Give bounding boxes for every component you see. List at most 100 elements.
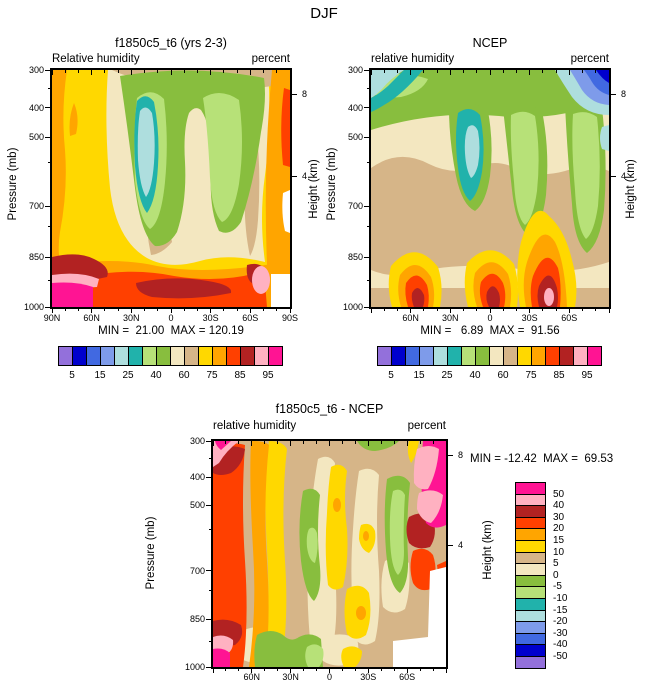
colorbar-cell bbox=[531, 346, 546, 366]
x-tick bbox=[436, 70, 438, 73]
x-tick bbox=[582, 307, 584, 311]
x-tick bbox=[223, 307, 225, 311]
x-tick bbox=[264, 441, 266, 444]
x-tick bbox=[170, 70, 172, 75]
x-tick-label: 30N bbox=[442, 313, 459, 323]
colorbar-label: 75 bbox=[525, 370, 537, 381]
x-tick bbox=[449, 307, 451, 313]
y-tick bbox=[364, 256, 370, 258]
x-tick-label: 60S bbox=[242, 313, 259, 323]
panel-diff-units-label: percent bbox=[407, 420, 446, 432]
x-tick-label: 90N bbox=[43, 313, 61, 323]
colorbar-cell bbox=[226, 346, 241, 366]
colorbar-label: 15 bbox=[413, 370, 425, 381]
height-tick-label: 8 bbox=[458, 449, 464, 460]
panel-ncep-minmax: MIN = 6.89 MAX = 91.56 bbox=[420, 325, 560, 337]
panel-diff-y-axis-label: Pressure (mb) bbox=[145, 516, 157, 590]
colorbar-cell bbox=[184, 346, 199, 366]
colorbar-cell bbox=[100, 346, 115, 366]
diff-colorbar bbox=[515, 482, 546, 669]
x-tick bbox=[502, 307, 504, 311]
x-tick bbox=[91, 70, 93, 75]
x-tick bbox=[555, 70, 557, 73]
x-tick bbox=[238, 667, 240, 671]
panel-diff-title: f1850c5_t6 - NCEP bbox=[275, 402, 384, 416]
y-minor-tick bbox=[367, 226, 370, 228]
panel-ncep-units-label: percent bbox=[570, 53, 609, 65]
colorbar-label: 10 bbox=[553, 546, 565, 558]
x-tick-label: 90S bbox=[281, 313, 298, 323]
y-tick bbox=[364, 107, 370, 109]
colorbar-cell bbox=[72, 346, 87, 366]
panel-ncep-subtitle: relative humidity percent bbox=[371, 53, 609, 65]
x-tick bbox=[354, 441, 356, 444]
x-tick-label: 0 bbox=[326, 672, 332, 682]
colorbar-cell bbox=[573, 346, 588, 366]
y-minor-tick bbox=[48, 162, 51, 164]
panel-model-subtitle: Relative humidity percent bbox=[52, 53, 290, 65]
y-tick-label: 700 bbox=[28, 201, 44, 211]
colorbar-label: -40 bbox=[553, 639, 568, 651]
y-tick bbox=[364, 205, 370, 207]
y-tick bbox=[45, 107, 51, 109]
x-tick bbox=[290, 667, 292, 673]
x-tick-label: 60N bbox=[243, 672, 261, 682]
x-tick-label: 60S bbox=[399, 672, 416, 682]
y-tick-label: 850 bbox=[28, 252, 44, 262]
x-tick bbox=[249, 307, 251, 313]
colorbar-cell bbox=[515, 655, 546, 669]
y-tick-label: 500 bbox=[347, 132, 363, 143]
colorbar-label: 15 bbox=[553, 535, 565, 546]
y-minor-tick bbox=[209, 457, 212, 459]
colorbar-label: 40 bbox=[150, 370, 162, 381]
x-tick-label: 30N bbox=[282, 672, 299, 682]
height-tick bbox=[611, 94, 616, 96]
panel-model-units-label: percent bbox=[251, 53, 290, 65]
x-tick bbox=[445, 667, 447, 673]
colorbar-label: 40 bbox=[469, 370, 481, 381]
panel-model-variable-label: Relative humidity bbox=[52, 53, 140, 65]
x-tick bbox=[183, 70, 185, 73]
colorbar-label: -5 bbox=[553, 581, 562, 593]
y-tick-label: 1000 bbox=[23, 302, 44, 312]
x-tick bbox=[354, 667, 356, 671]
colorbar-cell bbox=[391, 346, 406, 366]
x-tick bbox=[236, 307, 238, 311]
x-tick bbox=[251, 667, 253, 673]
x-tick-label: 30S bbox=[521, 313, 538, 323]
height-tick-label: 4 bbox=[302, 171, 308, 182]
x-tick bbox=[367, 667, 369, 673]
x-tick bbox=[223, 70, 225, 73]
y-minor-tick bbox=[209, 529, 212, 531]
x-tick bbox=[276, 307, 278, 311]
x-tick bbox=[608, 307, 610, 313]
x-tick bbox=[410, 307, 412, 313]
x-tick bbox=[380, 441, 382, 444]
x-tick bbox=[529, 70, 531, 75]
x-tick bbox=[432, 667, 434, 671]
y-tick bbox=[364, 136, 370, 138]
colorbar-label: 95 bbox=[581, 370, 593, 381]
x-tick bbox=[210, 70, 212, 75]
x-tick bbox=[238, 441, 240, 444]
x-tick bbox=[608, 70, 610, 75]
colorbar-label: 5 bbox=[388, 370, 394, 381]
panel-model-title: f1850c5_t6 (yrs 2-3) bbox=[115, 36, 227, 50]
colorbar-label: 40 bbox=[553, 500, 565, 512]
colorbar-label: 30 bbox=[553, 511, 565, 523]
x-tick-label: 60N bbox=[402, 313, 419, 323]
x-tick bbox=[370, 307, 372, 313]
colorbar-cell bbox=[156, 346, 171, 366]
colorbar-cell bbox=[559, 346, 574, 366]
x-tick bbox=[393, 667, 395, 671]
x-tick bbox=[436, 307, 438, 311]
x-tick bbox=[91, 307, 93, 313]
colorbar-label: 5 bbox=[553, 558, 559, 570]
x-tick bbox=[383, 70, 385, 73]
y-tick-label: 850 bbox=[347, 252, 363, 262]
colorbar-label: -20 bbox=[553, 616, 568, 628]
x-tick bbox=[463, 70, 465, 73]
y-tick-label: 300 bbox=[189, 436, 205, 446]
x-tick bbox=[277, 667, 279, 671]
